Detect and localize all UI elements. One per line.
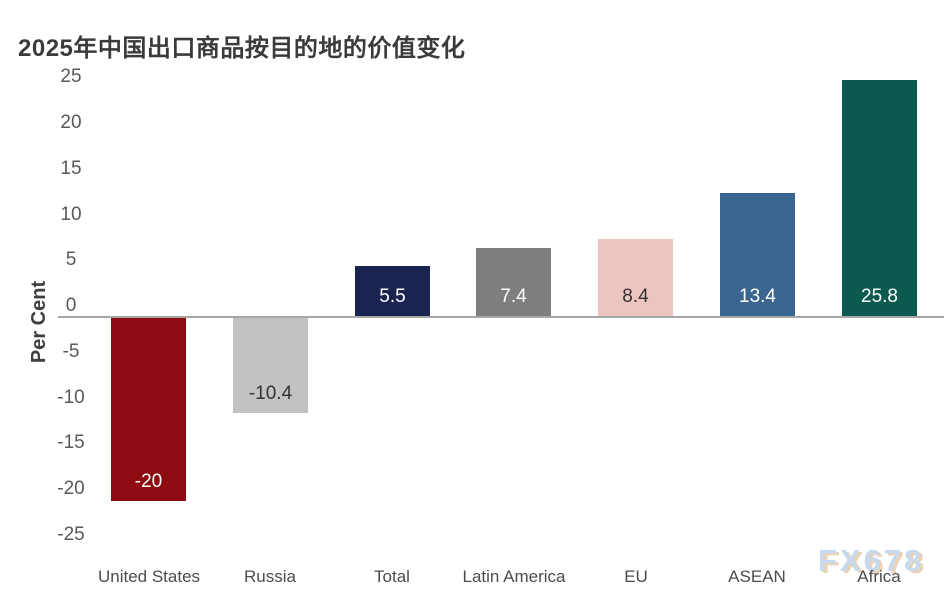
- bar-value-label-latin-america: 7.4: [500, 286, 527, 307]
- x-axis-label-united-states: United States: [97, 567, 201, 586]
- y-tick-label--15: -15: [57, 432, 85, 453]
- x-axis-label-africa: Africa: [857, 567, 901, 586]
- x-axis-label-russia: Russia: [244, 567, 296, 586]
- y-tick-label--25: -25: [57, 524, 85, 545]
- y-tick-label-0: 0: [65, 295, 77, 316]
- y-tick-label-15: 15: [60, 158, 82, 179]
- chart-title: 2025年中国出口商品按目的地的价值变化: [18, 35, 466, 62]
- bar-united-states: -20: [111, 318, 186, 501]
- y-tick-label-10: 10: [60, 204, 82, 225]
- bar-value-label-eu: 8.4: [622, 286, 649, 307]
- fx678-watermark: FX678: [818, 543, 925, 578]
- bar-value-label-united-states: -20: [134, 471, 163, 492]
- bar-value-label-asean: 13.4: [739, 286, 776, 307]
- zero-baseline: [58, 316, 944, 318]
- bar-value-label-africa: 25.8: [861, 286, 898, 307]
- x-axis-label-latin-america: Latin America: [462, 567, 566, 586]
- bar-value-label-russia: -10.4: [248, 383, 293, 404]
- y-tick-label--10: -10: [57, 387, 85, 408]
- bar-value-label-total: 5.5: [379, 286, 406, 307]
- bar-africa: 25.8: [842, 80, 917, 316]
- x-axis-label-asean: ASEAN: [728, 567, 786, 586]
- bar-russia: -10.4: [233, 318, 308, 413]
- bar-total: 5.5: [355, 266, 430, 316]
- x-axis-label-total: Total: [374, 567, 410, 586]
- y-tick-label-5: 5: [65, 249, 77, 270]
- x-axis-label-eu: EU: [624, 567, 648, 586]
- bar-latin-america: 7.4: [476, 248, 551, 316]
- y-tick-label--20: -20: [57, 478, 85, 499]
- y-tick-label-20: 20: [60, 112, 82, 133]
- y-tick-label-25: 25: [60, 66, 82, 87]
- y-tick-label--5: -5: [62, 341, 80, 362]
- y-axis-title: Per Cent: [28, 280, 50, 364]
- bar-asean: 13.4: [720, 193, 795, 316]
- bar-eu: 8.4: [598, 239, 673, 316]
